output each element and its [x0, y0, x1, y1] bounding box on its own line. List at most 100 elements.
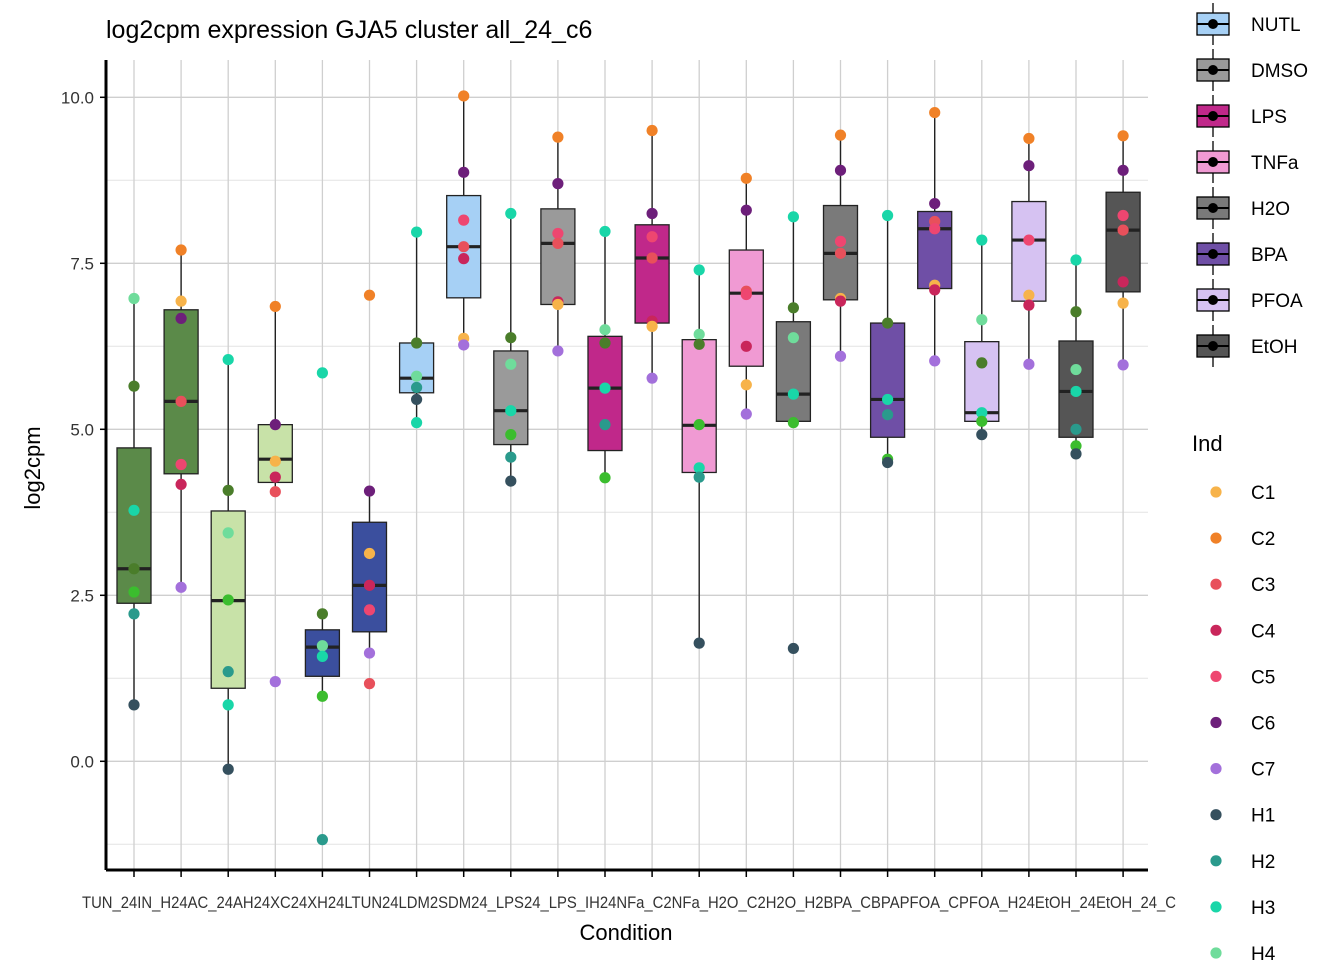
point-c1 [363, 547, 376, 560]
point-c5 [646, 231, 658, 243]
point-c7 [1117, 359, 1129, 371]
box-dmso [540, 208, 576, 306]
point-h1 [787, 642, 800, 655]
point-c7 [1023, 358, 1035, 370]
point-c1 [646, 320, 658, 332]
point-h3 [882, 209, 894, 222]
box-etoh [1105, 191, 1141, 293]
legend-item-c4: C4 [1210, 621, 1276, 642]
legend-label: H4 [1251, 944, 1276, 960]
point-h3 [411, 417, 423, 429]
point-h3 [693, 264, 705, 276]
x-tick-labels: TUN_24IN_H24AC_24AH24XC24XH24LTUN24LDM2S… [82, 893, 1176, 912]
legend-key-point [1208, 19, 1218, 29]
chart-title: log2cpm expression GJA5 cluster all_24_c… [106, 16, 592, 44]
point-h4 [316, 640, 328, 652]
point-h5 [693, 338, 705, 350]
point-h3 [222, 353, 234, 366]
legend-item-c1: C1 [1210, 483, 1275, 504]
point-h6 [599, 472, 611, 484]
point-c7 [646, 372, 658, 384]
legend-key-point [1208, 111, 1218, 121]
legend-item-nutl: NUTL [1196, 3, 1301, 45]
legend-key-point [1208, 341, 1218, 351]
box-tnfa [681, 339, 717, 474]
legend-key-point [1210, 532, 1222, 544]
point-c4 [175, 478, 187, 491]
legend-key-point [1208, 203, 1218, 213]
point-c2 [740, 172, 752, 184]
point-h5 [222, 484, 234, 496]
point-c2 [175, 244, 187, 256]
point-c4 [740, 340, 752, 352]
point-h4 [976, 314, 988, 326]
point-h3 [1070, 385, 1082, 398]
point-h4 [1070, 363, 1082, 376]
legend-item-c7: C7 [1210, 760, 1275, 781]
point-c4 [1117, 276, 1129, 288]
point-h5 [411, 337, 423, 349]
point-c4 [458, 253, 470, 265]
point-h3 [505, 207, 517, 220]
legend-key-point [1210, 947, 1222, 959]
point-h5 [128, 563, 140, 575]
legend-key-point [1210, 809, 1222, 821]
point-c7 [269, 676, 281, 688]
legend-label: H2O [1251, 199, 1290, 220]
point-h4 [693, 328, 705, 340]
point-h2 [128, 608, 140, 620]
point-h4 [222, 527, 234, 539]
legend-ind: Ind C1 C2 C3 C4 C5 C6 C7 H1 H2 H3 H4 [1192, 431, 1276, 965]
legend-key-point [1208, 157, 1218, 167]
point-c6 [552, 178, 564, 190]
point-h3 [316, 650, 328, 662]
point-h2 [222, 666, 234, 678]
legend-label: LPS [1251, 107, 1287, 128]
point-c1 [740, 379, 752, 391]
box-pfoa [1011, 200, 1047, 302]
point-h6 [1070, 440, 1082, 452]
box-tun [116, 447, 152, 604]
point-c5 [1023, 234, 1035, 246]
point-h5 [599, 337, 611, 349]
point-h2 [1070, 423, 1082, 435]
legend-ind-title: Ind [1192, 431, 1223, 456]
box-tun [163, 309, 199, 475]
point-h3 [411, 226, 423, 238]
point-h6 [222, 594, 234, 606]
point-c4 [929, 284, 941, 296]
point-c2 [269, 300, 281, 313]
point-c3 [646, 252, 658, 264]
point-h5 [505, 332, 517, 344]
point-c5 [834, 235, 847, 247]
y-tick-label: 7.5 [70, 254, 94, 273]
point-h6 [128, 586, 140, 598]
legend-key-point [1208, 249, 1218, 259]
legend-item-c6: C6 [1210, 714, 1275, 735]
point-h3 [787, 388, 800, 400]
point-h4 [505, 358, 517, 370]
legend-item-bpa: BPA [1196, 233, 1288, 275]
legend-key-point [1210, 763, 1222, 775]
point-h3 [787, 211, 800, 223]
point-h5 [976, 357, 988, 369]
point-h3 [316, 367, 328, 379]
point-h5 [316, 608, 328, 620]
point-h1 [222, 763, 234, 775]
y-tick-label: 0.0 [70, 752, 94, 771]
point-c6 [363, 485, 376, 497]
point-c4 [1023, 299, 1035, 311]
point-c7 [363, 647, 376, 659]
point-h6 [787, 417, 800, 429]
point-c2 [363, 289, 376, 301]
legend-label: PFOA [1251, 291, 1303, 312]
point-h2 [693, 471, 705, 483]
legend-item-h2: H2 [1210, 852, 1275, 873]
point-c6 [175, 312, 187, 325]
point-c2 [834, 129, 847, 141]
point-h6 [693, 419, 705, 431]
legend-label: C6 [1251, 714, 1275, 735]
legend-label: C3 [1251, 575, 1275, 596]
